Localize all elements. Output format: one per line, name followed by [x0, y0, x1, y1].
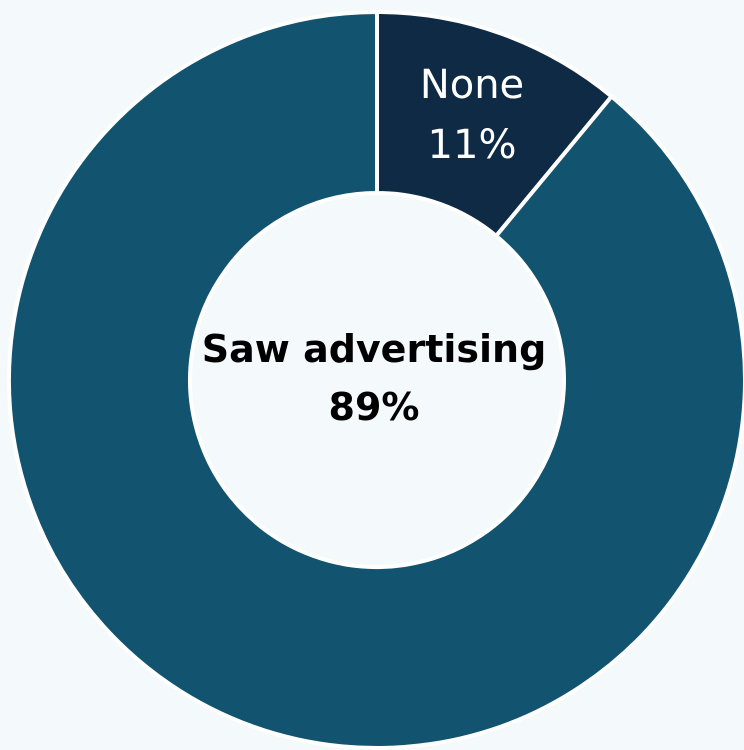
- donut-slices: [7, 9, 744, 750]
- donut-slice-saw-advertising: [7, 9, 744, 750]
- slice-label-saw-advertising-name: Saw advertising: [202, 327, 547, 371]
- slice-label-saw-advertising-value: 89%: [329, 385, 420, 429]
- slice-label-none-name: None: [420, 62, 524, 108]
- slice-label-none-value: 11%: [428, 122, 517, 168]
